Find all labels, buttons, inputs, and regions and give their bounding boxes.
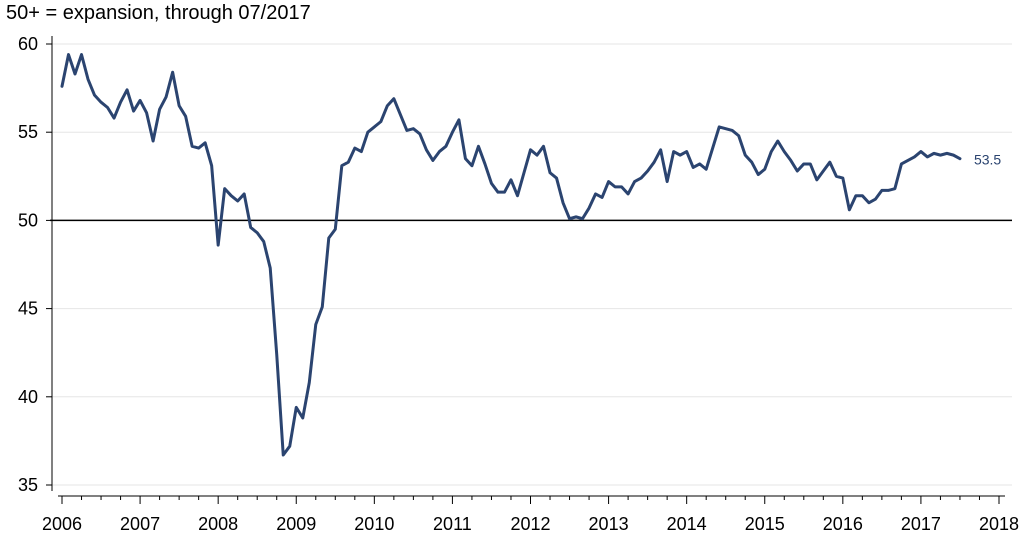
axes — [46, 36, 1005, 504]
x-tick-label-2012: 2012 — [510, 514, 550, 534]
series-layer — [60, 53, 962, 457]
x-tick-label-2010: 2010 — [354, 514, 394, 534]
x-tick-label-2009: 2009 — [276, 514, 316, 534]
chart-title: 50+ = expansion, through 07/2017 — [6, 2, 311, 24]
series-line-0 — [60, 53, 962, 457]
x-tick-label-2018: 2018 — [979, 514, 1019, 534]
x-tick-label-2015: 2015 — [745, 514, 785, 534]
y-tick-label-45: 45 — [18, 299, 38, 319]
y-tick-label-40: 40 — [18, 387, 38, 407]
y-tick-label-55: 55 — [18, 122, 38, 142]
x-tick-label-2013: 2013 — [589, 514, 629, 534]
end-value-label: 53.5 — [974, 152, 1001, 168]
labels-layer: 35 40 45 50 55 60 2006 2007 2008 2009 2010 2011 2012… — [18, 34, 1019, 534]
x-tick-label-2016: 2016 — [823, 514, 863, 534]
y-tick-label-60: 60 — [18, 34, 38, 54]
x-tick-label-2014: 2014 — [667, 514, 707, 534]
x-tick-label-2017: 2017 — [901, 514, 941, 534]
x-tick-label-2008: 2008 — [198, 514, 238, 534]
x-tick-label-2007: 2007 — [120, 514, 160, 534]
gridlines — [50, 43, 1012, 486]
y-tick-label-35: 35 — [18, 475, 38, 495]
x-tick-label-2011: 2011 — [433, 514, 472, 534]
y-tick-label-50: 50 — [18, 210, 38, 230]
x-tick-label-2006: 2006 — [42, 514, 82, 534]
